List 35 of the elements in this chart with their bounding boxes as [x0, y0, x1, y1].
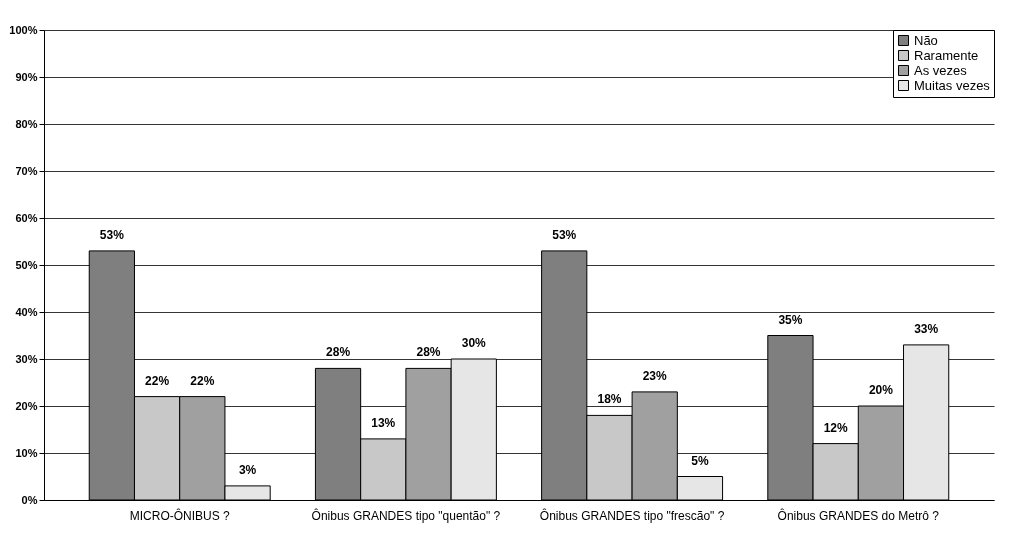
legend-label: As vezes	[914, 62, 968, 78]
data-label: 20%	[868, 383, 894, 397]
y-tick-label: 40%	[15, 305, 38, 318]
legend-label: Raramente	[914, 47, 979, 63]
data-label: 18%	[597, 392, 622, 407]
data-label: 3%	[238, 462, 257, 477]
y-tick-label: 60%	[15, 211, 38, 224]
data-label: 13%	[371, 415, 396, 430]
x-tick-label: MICRO-ÔNIBUS ?	[129, 507, 231, 523]
legend-label: Não	[914, 32, 938, 48]
y-tick-label: 70%	[15, 164, 38, 177]
data-label: 23%	[642, 368, 668, 383]
y-tick-label: 50%	[15, 258, 38, 271]
x-tick-label: Ônibus GRANDES tipo "quentão" ?	[311, 507, 501, 523]
data-label: 22%	[145, 373, 170, 388]
data-label: 22%	[190, 373, 215, 388]
x-tick-label: Ônibus GRANDES do Metrô ?	[777, 507, 940, 523]
data-label: 28%	[416, 345, 441, 360]
data-label: 53%	[552, 227, 577, 242]
data-label: 53%	[99, 227, 125, 242]
y-tick-label: 10%	[15, 446, 38, 459]
y-tick-label: 30%	[15, 352, 38, 365]
y-tick-label: 100%	[9, 23, 38, 36]
legend-label: Muitas vezes	[914, 77, 991, 93]
x-tick-label: Ônibus GRANDES tipo "frescão" ?	[539, 507, 725, 523]
data-label: 33%	[914, 321, 939, 336]
data-label: 35%	[778, 312, 803, 327]
data-label: 30%	[461, 336, 487, 350]
y-tick-label: 0%	[21, 493, 38, 506]
data-label: 12%	[823, 420, 848, 435]
y-tick-label: 20%	[15, 399, 38, 412]
data-label: 5%	[691, 453, 709, 468]
y-tick-label: 90%	[15, 70, 38, 83]
y-tick-label: 80%	[15, 117, 38, 130]
data-label: 28%	[326, 345, 351, 360]
